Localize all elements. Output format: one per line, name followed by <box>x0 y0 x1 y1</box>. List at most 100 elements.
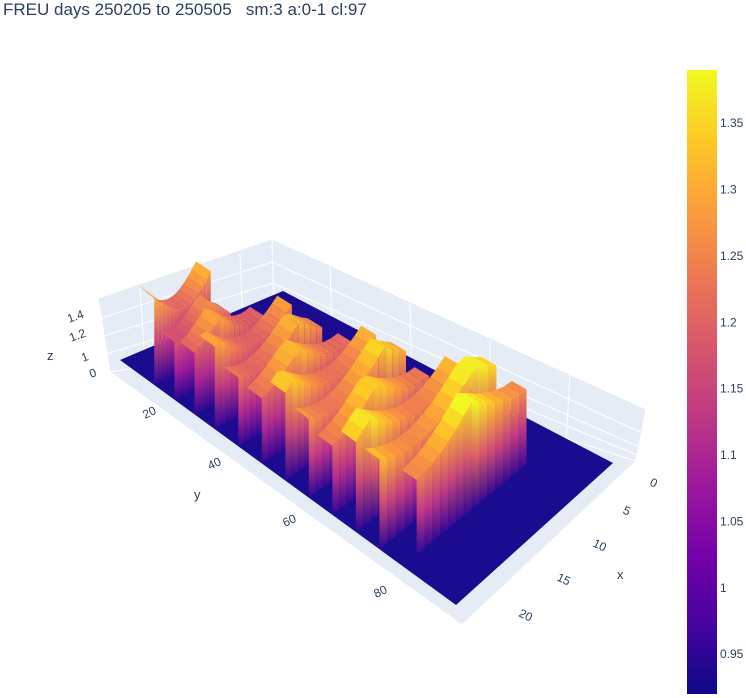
ridge-top <box>227 337 248 349</box>
ridge-face <box>518 389 527 471</box>
ridge-face <box>261 392 269 464</box>
ridge-top <box>238 333 259 347</box>
colorbar-tick-label: 1.35 <box>720 116 744 130</box>
ridge-top <box>277 370 299 383</box>
ridge-top <box>235 313 255 326</box>
ridge-top <box>199 331 221 347</box>
ridge-top <box>328 359 350 376</box>
ridge-face <box>204 334 210 409</box>
ridge-face <box>479 402 488 503</box>
ridge-top <box>417 443 441 464</box>
ridge-face <box>455 416 464 523</box>
ridge-top <box>314 399 337 415</box>
grid-line <box>565 374 571 444</box>
ridge-face <box>244 375 251 443</box>
ridge-top <box>260 311 281 329</box>
ridge-top <box>244 329 265 344</box>
colorbar-tick-label: 1.15 <box>720 382 744 396</box>
ridge-top <box>205 331 226 345</box>
ridge-top <box>324 337 347 351</box>
ridge-top <box>208 300 227 312</box>
ridge-top <box>199 308 220 327</box>
ridge-top <box>292 341 314 353</box>
ridge-top <box>345 390 367 412</box>
ridge-top <box>321 394 344 410</box>
ridge-top <box>389 437 413 453</box>
ridge-face <box>370 418 379 521</box>
ridge-face <box>178 340 183 398</box>
x-tick-label: 0 <box>648 475 660 491</box>
ridge-top <box>318 341 340 353</box>
ridge-top <box>400 400 423 415</box>
ridge-face <box>463 402 472 516</box>
ridge-top <box>373 377 395 388</box>
ridge-top <box>222 337 243 349</box>
ridge-face <box>432 453 441 542</box>
surface-ridge <box>401 381 527 555</box>
ridge-face <box>339 431 347 510</box>
y-axis-label: y <box>194 487 201 502</box>
ridge-face <box>424 463 433 549</box>
ridge-face <box>298 381 305 472</box>
ridge-face <box>274 376 282 456</box>
ridge-top <box>175 288 195 304</box>
ridge-top <box>285 339 308 352</box>
ridge-face <box>194 347 200 415</box>
ridge-top <box>204 308 225 320</box>
colorbar-tick-label: 1.3 <box>720 182 737 196</box>
ridge-top <box>315 369 338 383</box>
ridge-top <box>159 300 179 311</box>
y-tick-label: 80 <box>371 582 389 600</box>
ridge-top <box>240 310 260 324</box>
ridge-face <box>387 456 397 543</box>
ridge-top <box>230 315 250 326</box>
ridge-top <box>245 306 265 321</box>
ridge-face <box>231 346 237 420</box>
ridge-top <box>359 375 381 390</box>
ridge-top <box>255 318 276 335</box>
ridge-top <box>241 359 263 374</box>
y-tick-label: 40 <box>205 454 223 472</box>
ridge-top <box>356 348 379 369</box>
ridge-face <box>416 472 425 555</box>
ridge-top <box>386 377 409 388</box>
ridge-top <box>277 314 299 334</box>
colorbar-gradient <box>687 70 717 694</box>
ridge-top <box>504 381 527 395</box>
ridge-top <box>341 344 363 363</box>
ridge-top <box>401 462 425 481</box>
ridge-top <box>298 343 321 354</box>
ridge-top <box>433 419 456 443</box>
ridge-top <box>317 428 340 446</box>
ridge-top <box>305 344 327 354</box>
ridge-top <box>309 372 331 385</box>
ridge-top <box>392 405 416 419</box>
ridge-top <box>179 336 200 353</box>
z-axis-label: z <box>47 348 54 363</box>
ridge-top <box>472 393 496 403</box>
ridge-face <box>182 339 187 396</box>
colorbar-ticks: 0.95 1 1.05 1.1 1.15 1.2 1.25 1.3 1.35 <box>720 116 744 661</box>
ridge-top <box>233 336 254 349</box>
ridge-top <box>155 298 175 311</box>
ridge-top <box>370 410 393 421</box>
ridge-face <box>510 394 519 477</box>
colorbar: 0.95 1 1.05 1.1 1.15 1.2 1.25 1.3 1.35 <box>687 70 744 694</box>
x-axis-label: x <box>617 567 624 582</box>
ridge-top <box>229 365 251 378</box>
z-tick-label: 1.2 <box>67 326 88 345</box>
ridge-top <box>296 373 318 385</box>
ridge-top <box>348 408 371 430</box>
ridge-face <box>220 342 226 426</box>
ridge-top <box>415 386 438 404</box>
ridge-top <box>253 347 275 365</box>
ridge-top <box>322 365 344 380</box>
ridge-top <box>272 347 295 367</box>
ridge-face <box>209 326 215 407</box>
ridge-face <box>487 402 496 497</box>
ridge-face <box>238 377 245 446</box>
ridge-top <box>366 375 388 387</box>
ridge-top <box>279 339 301 358</box>
ridge-top <box>378 410 401 421</box>
